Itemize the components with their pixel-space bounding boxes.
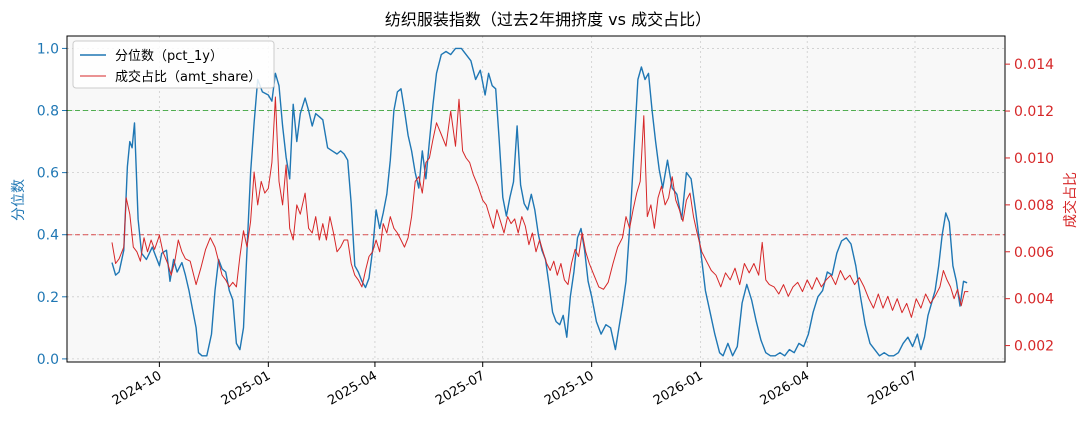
y-left-tick-label: 0.8	[37, 104, 59, 120]
legend-box	[72, 40, 275, 89]
y-right-tick-label: 0.008	[1014, 198, 1054, 214]
legend: 分位数（pct_1y） 成交占比（amt_share）	[72, 40, 275, 89]
right-axis: 0.002 0.004 0.006 0.008 0.010 0.012 0.014	[1005, 57, 1054, 355]
series-line-amt-share	[111, 96, 969, 318]
y-left-tick-label: 0.0	[37, 352, 59, 368]
chart-title: 纺织服装指数（过去2年拥挤度 vs 成交占比）	[385, 10, 711, 29]
plot-area	[67, 36, 1005, 362]
y-left-tick-label: 1.0	[37, 41, 59, 57]
y-right-tick-label: 0.006	[1014, 245, 1054, 261]
y-left-tick-label: 0.4	[37, 228, 59, 244]
y-axis-left-label: 分位数	[11, 179, 27, 221]
legend-label: 分位数（pct_1y）	[115, 49, 223, 64]
series-layer	[111, 47, 969, 357]
y-right-tick-label: 0.012	[1014, 104, 1054, 120]
y-left-tick-label: 0.2	[37, 290, 59, 306]
y-axis-right-label: 成交占比	[1062, 172, 1079, 228]
left-axis: 0.0 0.2 0.4 0.6 0.8 1.0	[37, 36, 68, 368]
reference-lines	[67, 110, 1005, 236]
y-right-tick-label: 0.004	[1014, 292, 1054, 308]
legend-label: 成交占比（amt_share）	[115, 69, 261, 85]
y-left-tick-label: 0.6	[37, 166, 59, 182]
series-line-pct	[111, 47, 968, 357]
y-right-tick-label: 0.002	[1014, 339, 1054, 355]
y-right-tick-label: 0.010	[1014, 151, 1054, 167]
y-right-tick-label: 0.014	[1014, 57, 1054, 73]
